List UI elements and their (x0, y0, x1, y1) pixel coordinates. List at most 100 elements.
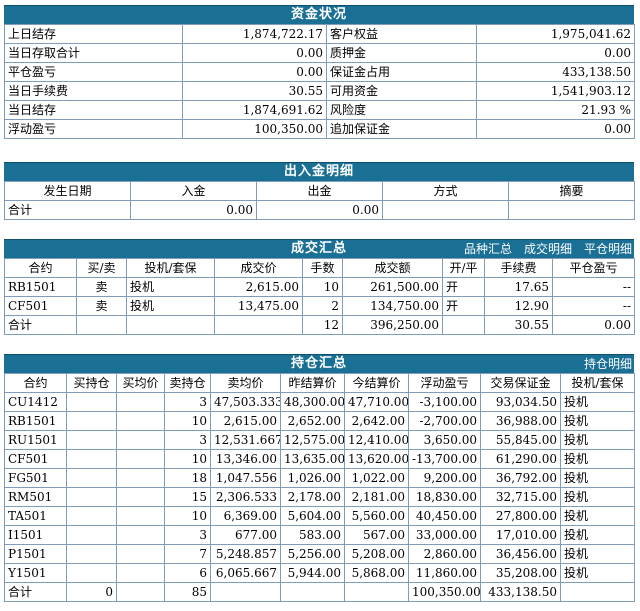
trade-summary-links: 品种汇总 成交明细 平仓明细 (452, 240, 632, 258)
column-header: 发生日期 (4, 181, 131, 201)
trade-link-0[interactable]: 品种汇总 (463, 242, 512, 256)
table-cell: CF501 (4, 449, 67, 469)
table-cell: 2,181.00 (344, 487, 409, 507)
column-header: 今结算价 (344, 373, 409, 393)
cash-flow-header: 出入金明细 (4, 162, 634, 181)
trade-link-1[interactable]: 成交明细 (523, 242, 572, 256)
table-cell: 6,065.667 (210, 563, 281, 583)
table-row: CU1412 3 47,503.333 48,300.00 47,710.00 -3,10… (4, 392, 635, 412)
trade-link-2[interactable]: 平仓明细 (583, 242, 632, 256)
table-cell (66, 563, 117, 583)
column-header: 买持仓 (66, 373, 117, 393)
fund-label: 浮动盈亏 (4, 119, 183, 139)
empty-cell (280, 582, 345, 602)
table-cell: 6 (164, 563, 211, 583)
column-header: 卖均价 (210, 373, 281, 393)
table-cell: 1,026.00 (280, 468, 345, 488)
table-cell (66, 468, 117, 488)
table-cell (116, 449, 165, 469)
total-in: 0.00 (130, 200, 257, 220)
table-cell: 11,860.00 (408, 563, 481, 583)
table-cell: 10 (302, 277, 343, 297)
fund-label: 当日手续费 (4, 81, 183, 101)
total-pnl: 0.00 (552, 315, 635, 335)
table-row: RU1501 3 12,531.667 12,575.00 12,410.00 3,650… (4, 430, 635, 450)
table-row: Y1501 6 6,065.667 5,944.00 5,868.00 11,860.00… (4, 563, 635, 583)
fund-value: 1,874,722.17 (182, 24, 327, 44)
table-cell: 12,531.667 (210, 430, 281, 450)
fund-value: 1,874,691.62 (182, 100, 327, 120)
table-cell: 5,248.857 (210, 544, 281, 564)
table-cell (66, 392, 117, 412)
table-cell: 17,010.00 (480, 525, 561, 545)
table-cell: 1,047.556 (210, 468, 281, 488)
table-cell: 2 (302, 296, 343, 316)
table-cell (116, 506, 165, 526)
table-cell: 583.00 (280, 525, 345, 545)
total-label: 合计 (4, 582, 67, 602)
table-cell: 47,503.333 (210, 392, 281, 412)
column-header: 昨结算价 (280, 373, 345, 393)
fund-label: 追加保证金 (326, 119, 477, 139)
table-cell: 投机 (560, 563, 635, 583)
fund-status-table: 上日结存 1,874,722.17 客户权益 1,975,041.62 当日存取合计 0.… (4, 24, 635, 139)
table-cell (66, 544, 117, 564)
table-cell (116, 525, 165, 545)
table-cell (116, 544, 165, 564)
table-cell: 18 (164, 468, 211, 488)
empty-cell (126, 315, 215, 335)
table-cell: 3 (164, 430, 211, 450)
table-cell: 567.00 (344, 525, 409, 545)
total-amount: 396,250.00 (342, 315, 443, 335)
table-cell: 40,450.00 (408, 506, 481, 526)
table-cell: CF501 (4, 296, 77, 316)
table-cell: 5,560.00 (344, 506, 409, 526)
table-cell: 35,208.00 (480, 563, 561, 583)
fund-value: 0.00 (182, 62, 327, 82)
table-cell: 卖 (76, 296, 127, 316)
table-cell: RU1501 (4, 430, 67, 450)
table-row: I1501 3 677.00 583.00 567.00 33,000.00 17,010.… (4, 525, 635, 545)
table-cell: -3,100.00 (408, 392, 481, 412)
table-cell: TA501 (4, 506, 67, 526)
table-cell: 33,000.00 (408, 525, 481, 545)
table-row: 浮动盈亏 100,350.00 追加保证金 0.00 (4, 119, 635, 139)
table-cell: 13,635.00 (280, 449, 345, 469)
table-cell: 10 (164, 411, 211, 431)
fund-label: 平仓盈亏 (4, 62, 183, 82)
table-cell: 投机 (560, 430, 635, 450)
fund-value: 100,350.00 (182, 119, 327, 139)
fund-status-section: 资金状况 上日结存 1,874,722.17 客户权益 1,975,041.62 当日存… (4, 5, 635, 139)
table-cell: RB1501 (4, 411, 67, 431)
empty-cell (560, 582, 635, 602)
total-pnl: 100,350.00 (408, 582, 481, 602)
table-row: 当日手续费 30.55 可用资金 1,541,903.12 (4, 81, 635, 101)
table-row: CF501 卖投机 13,475.00 2 134,750.00 开 12.90 -- (4, 296, 635, 316)
table-cell: P1501 (4, 544, 67, 564)
table-cell: 3 (164, 392, 211, 412)
column-header: 入金 (130, 181, 257, 201)
table-cell: 投机 (560, 411, 635, 431)
table-cell (116, 411, 165, 431)
table-cell: 投机 (560, 506, 635, 526)
fund-label: 可用资金 (326, 81, 477, 101)
table-cell: 7 (164, 544, 211, 564)
table-row: RB1501 卖投机 2,615.00 10 261,500.00 开 17.65 -- (4, 277, 635, 297)
fund-status-header: 资金状况 (4, 5, 634, 24)
column-header: 合约 (4, 373, 67, 393)
position-link-0[interactable]: 持仓明细 (583, 357, 632, 371)
table-cell: 36,456.00 (480, 544, 561, 564)
table-row: RM501 15 2,306.533 2,178.00 2,181.00 18,830.0… (4, 487, 635, 507)
fund-value: 0.00 (476, 119, 635, 139)
column-header: 合约 (4, 258, 77, 278)
table-cell (116, 392, 165, 412)
table-cell (116, 430, 165, 450)
table-cell: FG501 (4, 468, 67, 488)
table-cell (116, 487, 165, 507)
table-cell: 投机 (560, 468, 635, 488)
table-cell: -- (552, 296, 635, 316)
empty-cell (442, 315, 485, 335)
table-cell: 134,750.00 (342, 296, 443, 316)
total-label: 合计 (4, 315, 77, 335)
empty-cell (116, 582, 165, 602)
